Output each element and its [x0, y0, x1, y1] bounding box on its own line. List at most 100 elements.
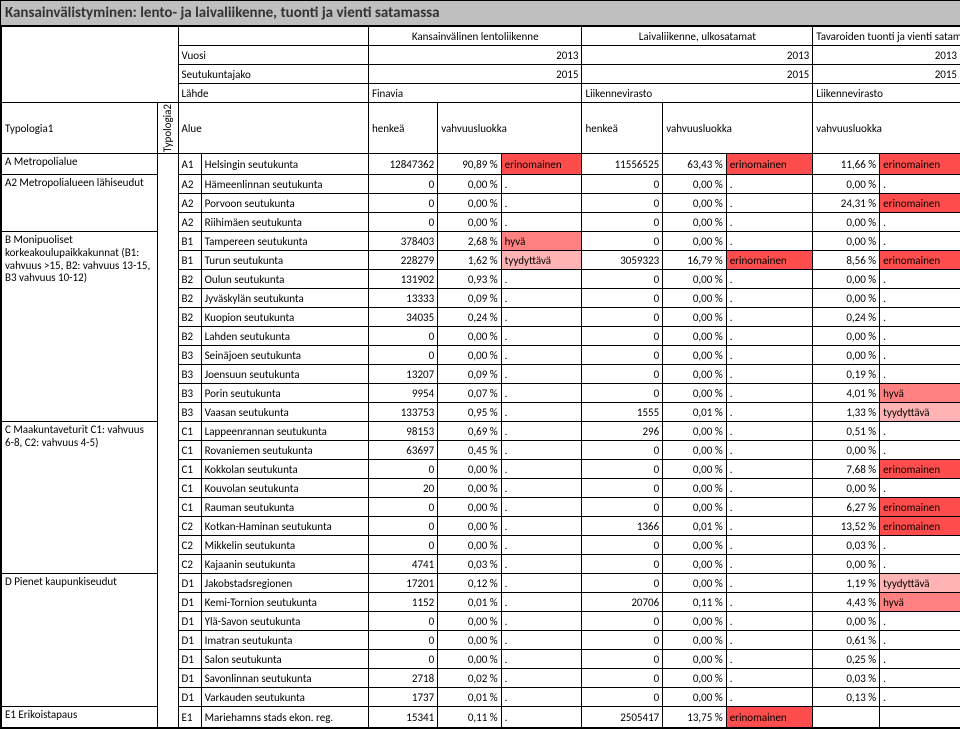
- class-cell: .: [501, 498, 582, 517]
- class-cell: .: [880, 175, 960, 194]
- class-cell: .: [726, 384, 813, 403]
- class-cell: .: [501, 270, 582, 289]
- alue-cell: Jyväskylän seutukunta: [201, 289, 368, 308]
- pct-cell: 1,19 %: [813, 574, 880, 593]
- alue-cell: Vaasan seutukunta: [201, 403, 368, 422]
- value-cell: 63697: [368, 441, 437, 460]
- table-row: D Pienet kaupunkiseudutD1Jakobstadsregio…: [2, 574, 960, 593]
- code-cell: D1: [178, 593, 201, 612]
- value-cell: 12847362: [368, 154, 437, 175]
- header-group-2: Laivaliikenne, ulkosatamat: [582, 27, 813, 46]
- class-cell: .: [501, 707, 582, 728]
- pct-cell: 2,68 %: [438, 232, 501, 251]
- value-cell: 296: [582, 422, 663, 441]
- class-cell: .: [880, 688, 960, 707]
- value-cell: 0: [582, 308, 663, 327]
- code-cell: D1: [178, 650, 201, 669]
- pct-cell: 0,02 %: [438, 669, 501, 688]
- class-cell: .: [880, 441, 960, 460]
- value-cell: 0: [582, 384, 663, 403]
- alue-cell: Kotkan-Haminan seutukunta: [201, 517, 368, 536]
- alue-cell: Lahden seutukunta: [201, 327, 368, 346]
- alue-cell: Kouvolan seutukunta: [201, 479, 368, 498]
- pct-cell: 63,43 %: [663, 154, 726, 175]
- group-label: A2 Metropolialueen lähiseudut: [2, 175, 158, 232]
- class-cell: erinomainen: [880, 517, 960, 536]
- header-group-1: Kansainvälinen lentoliikenne: [368, 27, 582, 46]
- class-cell: .: [726, 650, 813, 669]
- class-cell: .: [880, 213, 960, 232]
- pct-cell: 0,00 %: [663, 422, 726, 441]
- value-cell: 0: [582, 669, 663, 688]
- pct-cell: 0,00 %: [663, 536, 726, 555]
- alue-cell: Mariehamns stads ekon. reg.: [201, 707, 368, 728]
- class-cell: .: [726, 498, 813, 517]
- pct-cell: 0,00 %: [813, 175, 880, 194]
- data-table: Kansainvälinen lentoliikenne Laivaliiken…: [1, 26, 960, 728]
- value-cell: 0: [582, 232, 663, 251]
- class-cell: .: [880, 555, 960, 574]
- sheet: Kansainvälistyminen: lento- ja laivaliik…: [0, 0, 960, 729]
- class-cell: erinomainen: [880, 460, 960, 479]
- value-cell: 0: [582, 460, 663, 479]
- class-cell: erinomainen: [726, 251, 813, 270]
- code-cell: D1: [178, 612, 201, 631]
- table-row: C Maakuntaveturit C1: vahvuus 6-8, C2: v…: [2, 422, 960, 441]
- pct-cell: 0,00 %: [438, 650, 501, 669]
- pct-cell: 0,00 %: [663, 612, 726, 631]
- class-cell: .: [501, 536, 582, 555]
- code-cell: C1: [178, 441, 201, 460]
- value-cell: 0: [368, 536, 437, 555]
- value-cell: 2505417: [582, 707, 663, 728]
- value-cell: 0: [368, 631, 437, 650]
- pct-cell: 0,93 %: [438, 270, 501, 289]
- table-row: B Monipuoliset korkeakoulupaikkakunnat (…: [2, 232, 960, 251]
- class-cell: .: [501, 574, 582, 593]
- code-cell: A2: [178, 213, 201, 232]
- value-cell: 20706: [582, 593, 663, 612]
- code-cell: C1: [178, 498, 201, 517]
- pct-cell: 0,00 %: [438, 346, 501, 365]
- value-cell: 0: [368, 612, 437, 631]
- pct-cell: 13,75 %: [663, 707, 726, 728]
- class-cell: .: [501, 669, 582, 688]
- code-cell: C1: [178, 460, 201, 479]
- class-cell: .: [726, 555, 813, 574]
- class-cell: .: [726, 213, 813, 232]
- pct-cell: 0,00 %: [813, 270, 880, 289]
- pct-cell: 0,00 %: [663, 669, 726, 688]
- pct-cell: 0,00 %: [663, 175, 726, 194]
- pct-cell: 4,43 %: [813, 593, 880, 612]
- pct-cell: 0,00 %: [813, 555, 880, 574]
- alue-cell: Rauman seutukunta: [201, 498, 368, 517]
- pct-cell: 16,79 %: [663, 251, 726, 270]
- alue-cell: Ylä-Savon seutukunta: [201, 612, 368, 631]
- alue-cell: Kemi-Tornion seutukunta: [201, 593, 368, 612]
- code-cell: A2: [178, 175, 201, 194]
- alue-cell: Hämeenlinnan seutukunta: [201, 175, 368, 194]
- value-cell: 0: [368, 346, 437, 365]
- class-cell: .: [880, 346, 960, 365]
- pct-cell: 90,89 %: [438, 154, 501, 175]
- code-cell: B2: [178, 327, 201, 346]
- group-label: A Metropolialue: [2, 154, 158, 175]
- alue-cell: Kokkolan seutukunta: [201, 460, 368, 479]
- code-cell: B1: [178, 232, 201, 251]
- value-cell: 228279: [368, 251, 437, 270]
- value-cell: 0: [582, 365, 663, 384]
- pct-cell: 0,01 %: [438, 593, 501, 612]
- pct-cell: 0,00 %: [663, 308, 726, 327]
- class-cell: .: [501, 289, 582, 308]
- alue-cell: Oulun seutukunta: [201, 270, 368, 289]
- class-cell: .: [880, 327, 960, 346]
- pct-cell: 0,00 %: [663, 384, 726, 403]
- class-cell: .: [501, 213, 582, 232]
- pct-cell: [813, 707, 880, 728]
- pct-cell: 0,13 %: [813, 688, 880, 707]
- value-cell: 17201: [368, 574, 437, 593]
- pct-cell: 0,01 %: [663, 403, 726, 422]
- code-cell: B3: [178, 384, 201, 403]
- value-cell: 0: [582, 498, 663, 517]
- value-cell: 0: [582, 175, 663, 194]
- value-cell: 3059323: [582, 251, 663, 270]
